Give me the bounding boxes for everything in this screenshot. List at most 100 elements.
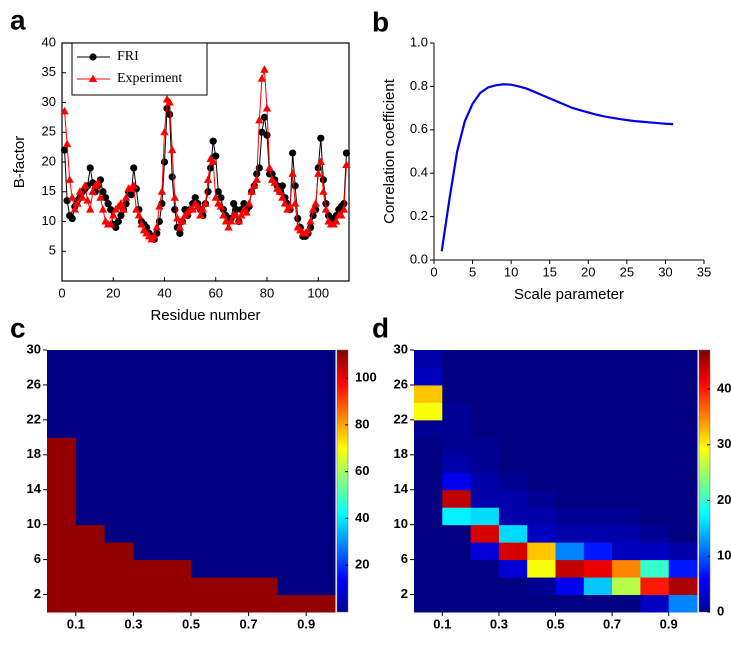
point <box>196 211 205 219</box>
heat-cell <box>498 402 528 421</box>
heat-cell <box>162 524 192 543</box>
point <box>288 169 297 177</box>
heat-cell <box>133 542 163 561</box>
heat-cell <box>104 559 134 578</box>
heat-cell <box>133 507 163 526</box>
heat-cell <box>640 437 670 456</box>
point <box>234 217 244 225</box>
x-tick-label: 0.9 <box>297 616 315 631</box>
heat-cell <box>162 594 192 613</box>
point <box>319 187 328 195</box>
heat-cell <box>277 419 307 438</box>
point <box>306 217 315 225</box>
heat-cell <box>219 542 250 561</box>
x-tick-label: 15 <box>542 264 556 279</box>
point <box>244 199 254 207</box>
point <box>60 146 69 154</box>
heat-cell <box>555 489 585 508</box>
heat-cell <box>47 367 77 386</box>
x-tick-label: 0.3 <box>490 616 508 631</box>
y-axis-label: Correlation coefficient <box>381 78 398 224</box>
point <box>255 115 264 124</box>
point <box>168 173 176 181</box>
point <box>247 187 256 195</box>
heat-cell <box>75 472 106 491</box>
heat-cell <box>527 594 556 613</box>
heat-cell <box>668 594 698 613</box>
y-tick-label: 40 <box>42 34 56 49</box>
heat-cell <box>104 594 134 613</box>
heat-cell <box>191 594 221 613</box>
point <box>85 205 95 213</box>
y-tick-label: 22 <box>27 411 41 426</box>
heat-cell <box>555 577 585 596</box>
heat-cell <box>219 384 250 403</box>
x-tick-label: 10 <box>504 264 518 279</box>
heat-cell <box>498 350 528 368</box>
heat-cell <box>640 367 670 386</box>
point <box>314 169 323 177</box>
heat-cell <box>75 419 106 438</box>
heat-cell <box>104 419 134 438</box>
heat-cell <box>219 419 250 438</box>
heat-cell <box>133 384 163 403</box>
x-tick-label: 0.9 <box>660 616 678 631</box>
heat-cell <box>583 559 613 578</box>
heat-cell <box>306 454 336 473</box>
x-tick-label: 0.5 <box>182 616 200 631</box>
heat-cell <box>612 489 641 508</box>
legend-marker <box>89 53 97 61</box>
heat-cell <box>414 367 443 386</box>
point <box>152 222 162 231</box>
heat-cell <box>640 594 670 613</box>
point <box>68 193 77 201</box>
x-tick-label: 0.5 <box>546 616 564 631</box>
heat-cell <box>133 367 163 386</box>
heat-cell <box>75 559 106 578</box>
point <box>219 211 228 219</box>
heat-cell <box>470 454 500 473</box>
point <box>224 222 233 231</box>
colorbar-tick-label: 40 <box>355 510 369 525</box>
heat-cell <box>306 437 336 456</box>
point <box>62 139 72 148</box>
point <box>242 208 251 216</box>
heat-cell <box>442 367 472 386</box>
heat-cell <box>104 489 134 508</box>
heat-cell <box>612 577 641 596</box>
heat-cell <box>219 472 250 491</box>
heat-cell <box>527 437 556 456</box>
point <box>214 188 222 196</box>
heat-cell <box>583 367 613 386</box>
point <box>175 222 185 231</box>
panel-label: a <box>10 4 26 35</box>
point <box>198 205 208 213</box>
heat-cell <box>583 577 613 596</box>
point <box>280 199 290 207</box>
x-tick-label: 0.7 <box>240 616 258 631</box>
y-tick-label: 30 <box>394 341 408 356</box>
heat-cell <box>498 524 528 543</box>
y-tick-label: 2 <box>34 586 41 601</box>
heat-cell <box>668 507 698 526</box>
heat-cell <box>191 350 221 368</box>
heat-cell <box>527 454 556 473</box>
heat-cell <box>470 559 500 578</box>
legend-marker <box>88 74 98 82</box>
heat-cell <box>498 472 528 491</box>
point <box>167 145 177 154</box>
point <box>311 199 320 207</box>
heat-cell <box>47 402 77 421</box>
heat-cell <box>191 472 221 491</box>
heat-cell <box>219 402 250 421</box>
colorbar-tick-label: 20 <box>355 557 369 572</box>
heat-cell <box>470 489 500 508</box>
heat-cell <box>248 419 278 438</box>
heat-cell <box>470 437 500 456</box>
heat-cell <box>47 437 77 456</box>
point <box>331 217 341 225</box>
heat-cell <box>133 419 163 438</box>
heat-cell <box>277 524 307 543</box>
legend-label: FRI <box>117 49 139 64</box>
x-tick-label: 0.1 <box>67 616 85 631</box>
